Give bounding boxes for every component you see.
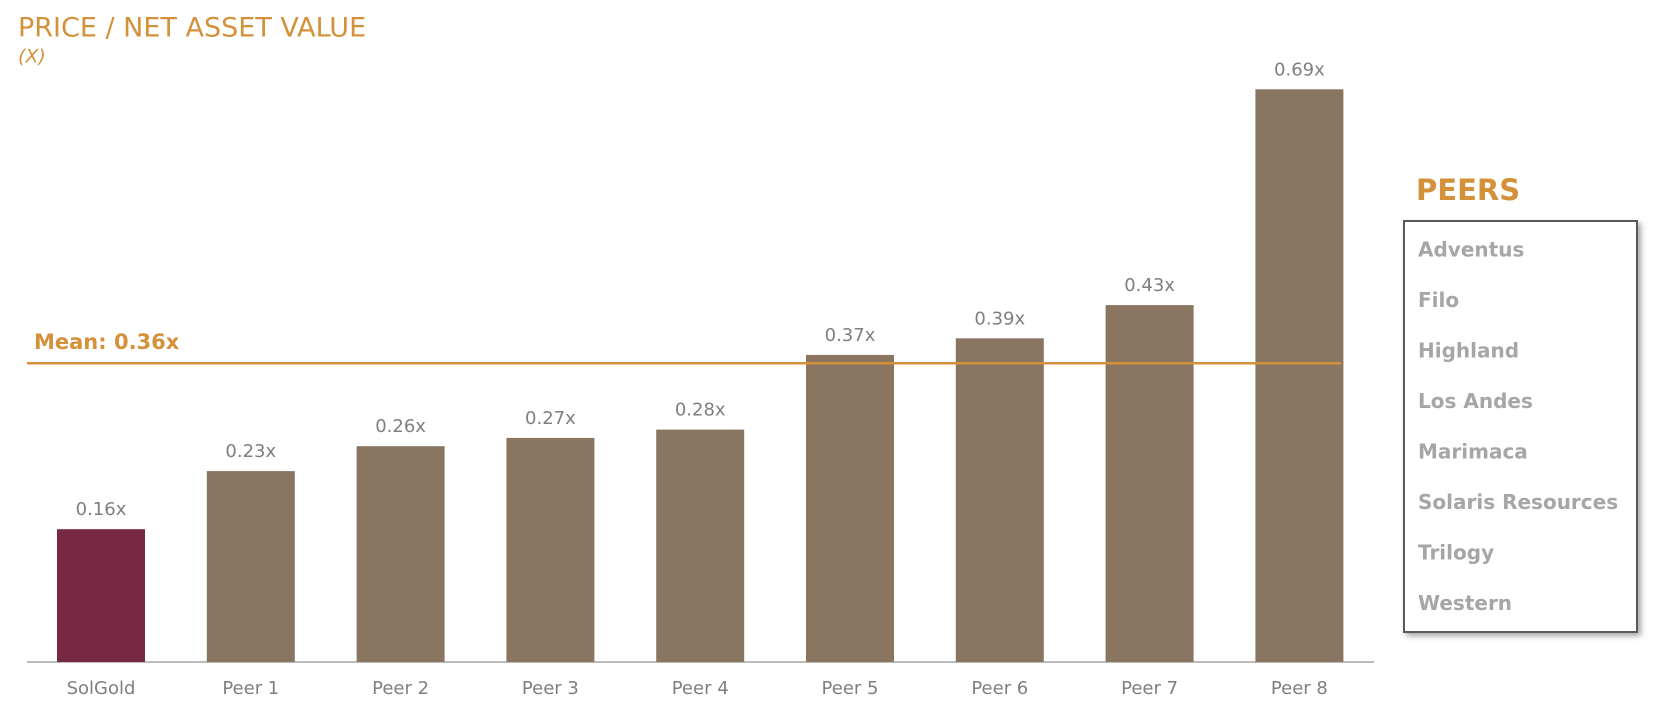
- peer-item: Marimaca: [1418, 440, 1528, 464]
- x-tick-label: SolGold: [67, 678, 136, 699]
- x-tick-label: Peer 5: [822, 678, 879, 699]
- value-label: 0.28x: [675, 400, 726, 421]
- bar: [57, 529, 145, 662]
- peer-item: Highland: [1418, 339, 1519, 363]
- peers-box: [1403, 220, 1638, 633]
- peer-item: Adventus: [1418, 238, 1524, 262]
- x-tick-label: Peer 4: [672, 678, 729, 699]
- chart-subtitle: (X): [18, 46, 46, 68]
- bar: [356, 446, 445, 662]
- bar: [1255, 89, 1344, 663]
- bar: [955, 338, 1044, 662]
- x-tick-label: Peer 1: [222, 678, 279, 699]
- value-label: 0.26x: [375, 416, 426, 437]
- x-tick-label: Peer 8: [1271, 678, 1328, 699]
- value-label: 0.16x: [76, 499, 127, 520]
- x-tick-label: Peer 2: [372, 678, 429, 699]
- x-tick-label: Peer 6: [971, 678, 1028, 699]
- peers-title: PEERS: [1416, 173, 1520, 207]
- x-tick-label: Peer 7: [1121, 678, 1178, 699]
- value-label: 0.39x: [974, 308, 1025, 329]
- peer-item: Trilogy: [1418, 541, 1494, 565]
- mean-label: Mean: 0.36x: [34, 330, 180, 354]
- bar: [806, 354, 894, 662]
- value-label: 0.43x: [1124, 275, 1175, 296]
- value-label: 0.69x: [1274, 59, 1325, 80]
- value-label: 0.27x: [525, 408, 576, 429]
- peer-item: Solaris Resources: [1418, 490, 1618, 514]
- bar: [506, 437, 595, 662]
- value-label: 0.37x: [825, 325, 876, 346]
- x-tick-label: Peer 3: [522, 678, 579, 699]
- bar: [656, 429, 745, 662]
- bar: [1105, 305, 1194, 662]
- bar: [206, 471, 295, 662]
- peer-item: Los Andes: [1418, 389, 1533, 413]
- peer-item: Western: [1418, 591, 1512, 615]
- chart-title: PRICE / NET ASSET VALUE: [18, 13, 366, 44]
- peer-item: Filo: [1418, 288, 1459, 312]
- value-label: 0.23x: [225, 441, 276, 462]
